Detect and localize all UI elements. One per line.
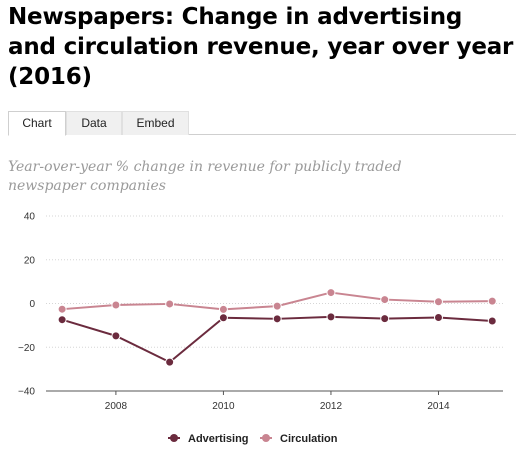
circulation-point [380,295,390,305]
advertising-legend-label: Advertising [188,433,249,445]
advertising-point [433,313,443,322]
circulation-point [165,299,175,309]
x-tick-label: 2014 [427,401,450,412]
tab-data[interactable]: Data [66,111,122,135]
page-title: Newspapers: Change in advertising and ci… [8,4,514,90]
circulation-point [487,296,497,306]
circulation-legend-label: Circulation [280,433,338,445]
advertising-point [111,331,121,341]
circulation-point [433,297,443,307]
tab-chart[interactable]: Chart [8,111,66,136]
circulation-point [218,304,228,314]
x-tick-label: 2008 [105,401,128,412]
circulation-point [326,288,336,298]
circulation-point [57,304,67,314]
circulation-legend-marker [262,434,270,442]
advertising-line [61,315,493,364]
y-tick-label: 20 [24,255,36,266]
y-tick-label: −40 [18,387,35,398]
advertising-legend-marker [170,434,178,442]
advertising-point [218,313,228,323]
y-tick-label: −20 [18,343,35,354]
advertising-point [272,314,282,324]
advertising-point [57,315,67,325]
circulation-point [272,301,282,311]
y-tick-label: 0 [29,299,35,310]
advertising-point [326,312,336,322]
advertising-point [380,314,390,324]
x-tick-label: 2010 [212,401,235,412]
x-tick-label: 2012 [320,401,343,412]
tab-bar: Chart Data Embed [8,111,516,136]
advertising-point [165,357,175,367]
chart-subtitle: Year-over-year % change in revenue for p… [8,159,402,194]
advertising-point [487,316,497,326]
tab-embed[interactable]: Embed [122,111,189,135]
y-tick-label: 40 [24,212,36,223]
circulation-point [111,300,121,310]
